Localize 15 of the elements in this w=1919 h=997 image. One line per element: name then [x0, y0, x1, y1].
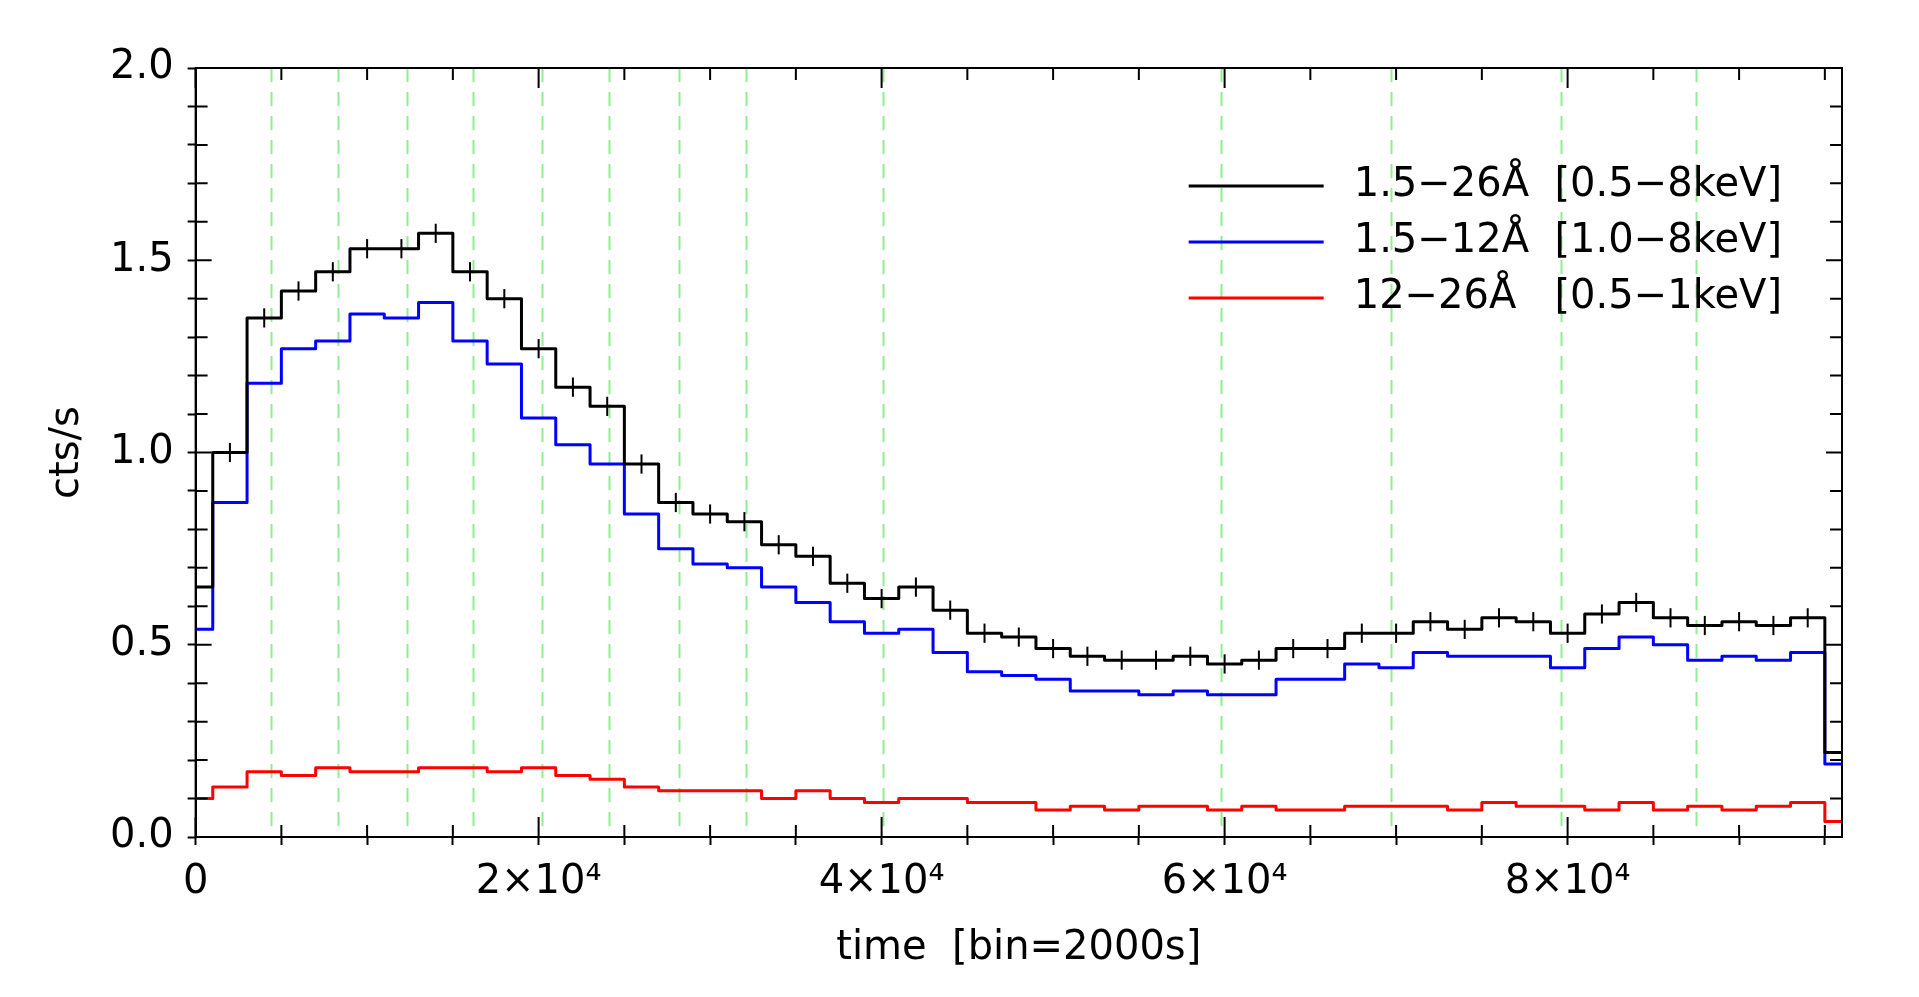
legend-label: 12−26Å [0.5−1keV]	[1353, 270, 1783, 318]
y-tick-label: 0.5	[109, 618, 174, 665]
y-axis-title: cts/s	[41, 406, 88, 499]
x-tick-label: 8×10⁴	[1504, 856, 1631, 903]
x-tick-label: 2×10⁴	[475, 856, 602, 903]
legend-label: 1.5−26Å [0.5−8keV]	[1353, 158, 1783, 206]
y-tick-label: 1.5	[109, 233, 174, 280]
x-axis-title: time [bin=2000s]	[836, 922, 1202, 969]
legend-label: 1.5−12Å [1.0−8keV]	[1353, 214, 1783, 262]
y-tick-label: 2.0	[109, 41, 174, 88]
y-tick-label: 0.0	[109, 810, 174, 857]
x-tick-label: 0	[182, 856, 209, 903]
x-tick-label: 6×10⁴	[1161, 856, 1288, 903]
y-tick-label: 1.0	[109, 425, 174, 472]
x-tick-label: 4×10⁴	[818, 856, 945, 903]
